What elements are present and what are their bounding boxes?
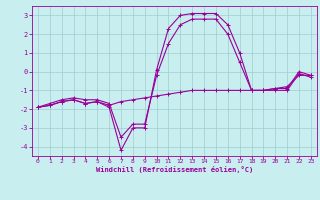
X-axis label: Windchill (Refroidissement éolien,°C): Windchill (Refroidissement éolien,°C) <box>96 166 253 173</box>
